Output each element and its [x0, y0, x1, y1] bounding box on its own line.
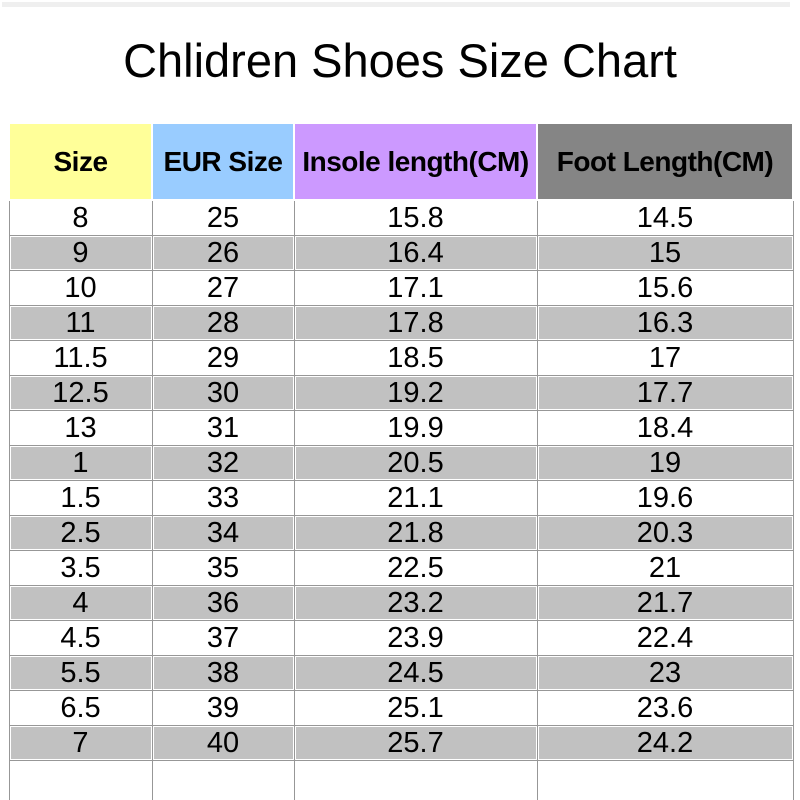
table-cell: 13	[8, 410, 153, 446]
table-cell: 21.1	[293, 480, 538, 516]
table-cell: 34	[151, 515, 295, 551]
table-cell: 21.7	[536, 585, 794, 621]
table-cell: 19.6	[536, 480, 794, 516]
table-cell: 21.8	[293, 515, 538, 551]
table-cell: 30	[151, 375, 295, 411]
table-cell: 35	[151, 550, 295, 586]
table-cell: 8	[8, 199, 153, 236]
table-cell: 2.5	[8, 515, 153, 551]
table-cell: 27	[151, 270, 295, 306]
table-cell: 18.5	[293, 340, 538, 376]
table-row-empty	[8, 760, 794, 800]
table-cell: 3.5	[8, 550, 153, 586]
table-cell: 16.4	[293, 235, 538, 271]
column-header-size: Size	[8, 122, 153, 201]
table-row: 1.5 33 21.1 19.6	[8, 480, 794, 516]
column-header-insole-length-cm: Insole length(CM)	[293, 122, 538, 201]
table-row: 2.5 34 21.8 20.3	[8, 515, 794, 551]
table-row: 5.5 38 24.5 23	[8, 655, 794, 691]
table-cell: 19.2	[293, 375, 538, 411]
table-cell: 1	[8, 445, 153, 481]
table-row: 8 25 15.8 14.5	[8, 199, 794, 236]
table-cell: 6.5	[8, 690, 153, 726]
table-cell: 17.7	[536, 375, 794, 411]
table-cell-empty	[8, 760, 153, 800]
table-row: 6.5 39 25.1 23.6	[8, 690, 794, 726]
table-row: 1 32 20.5 19	[8, 445, 794, 481]
table-cell: 24.5	[293, 655, 538, 691]
table-cell: 36	[151, 585, 295, 621]
table-cell: 22.4	[536, 620, 794, 656]
table-cell: 15.8	[293, 199, 538, 236]
table-cell: 10	[8, 270, 153, 306]
table-cell: 9	[8, 235, 153, 271]
table-cell: 32	[151, 445, 295, 481]
table-header-row: Size EUR Size Insole length(CM) Foot Length…	[8, 122, 794, 201]
table-row: 11 28 17.8 16.3	[8, 305, 794, 341]
table-cell: 23.2	[293, 585, 538, 621]
table-cell: 31	[151, 410, 295, 446]
table-cell: 19.9	[293, 410, 538, 446]
table-row: 12.5 30 19.2 17.7	[8, 375, 794, 411]
table-cell: 25.7	[293, 725, 538, 761]
table-cell: 25.1	[293, 690, 538, 726]
table-cell: 29	[151, 340, 295, 376]
table-cell-empty	[151, 760, 295, 800]
table-cell: 4	[8, 585, 153, 621]
table-cell: 20.5	[293, 445, 538, 481]
table-cell: 25	[151, 199, 295, 236]
table-cell-empty	[293, 760, 538, 800]
table-cell-empty	[536, 760, 794, 800]
top-divider-bar	[2, 2, 790, 7]
table-row: 4 36 23.2 21.7	[8, 585, 794, 621]
table-cell: 26	[151, 235, 295, 271]
shoe-size-table: Size EUR Size Insole length(CM) Foot Length…	[8, 122, 794, 800]
table-row: 13 31 19.9 18.4	[8, 410, 794, 446]
table-cell: 5.5	[8, 655, 153, 691]
table-cell: 15.6	[536, 270, 794, 306]
table-cell: 7	[8, 725, 153, 761]
table-cell: 33	[151, 480, 295, 516]
table-row: 3.5 35 22.5 21	[8, 550, 794, 586]
table-row: 11.5 29 18.5 17	[8, 340, 794, 376]
table-row: 10 27 17.1 15.6	[8, 270, 794, 306]
table-cell: 39	[151, 690, 295, 726]
column-header-foot-length-cm: Foot Length(CM)	[536, 122, 794, 201]
table-cell: 15	[536, 235, 794, 271]
table-cell: 23.9	[293, 620, 538, 656]
table-cell: 28	[151, 305, 295, 341]
table-cell: 38	[151, 655, 295, 691]
table-cell: 17	[536, 340, 794, 376]
table-row: 4.5 37 23.9 22.4	[8, 620, 794, 656]
table-cell: 14.5	[536, 199, 794, 236]
table-cell: 23	[536, 655, 794, 691]
table-cell: 21	[536, 550, 794, 586]
table-cell: 19	[536, 445, 794, 481]
table-cell: 40	[151, 725, 295, 761]
table-cell: 17.1	[293, 270, 538, 306]
table-cell: 24.2	[536, 725, 794, 761]
table-row: 9 26 16.4 15	[8, 235, 794, 271]
table-cell: 1.5	[8, 480, 153, 516]
table-body: 8 25 15.8 14.5 9 26 16.4 15 10 27 17.1 15.6 11 28 17.8…	[8, 199, 794, 800]
page-title: Chlidren Shoes Size Chart	[123, 34, 677, 87]
table-cell: 37	[151, 620, 295, 656]
table-cell: 16.3	[536, 305, 794, 341]
table-cell: 4.5	[8, 620, 153, 656]
table-cell: 12.5	[8, 375, 153, 411]
table-cell: 18.4	[536, 410, 794, 446]
table-row: 7 40 25.7 24.2	[8, 725, 794, 761]
table-cell: 20.3	[536, 515, 794, 551]
table-cell: 22.5	[293, 550, 538, 586]
table-cell: 23.6	[536, 690, 794, 726]
column-header-eur-size: EUR Size	[151, 122, 295, 201]
table-cell: 11	[8, 305, 153, 341]
table-cell: 17.8	[293, 305, 538, 341]
table-cell: 11.5	[8, 340, 153, 376]
